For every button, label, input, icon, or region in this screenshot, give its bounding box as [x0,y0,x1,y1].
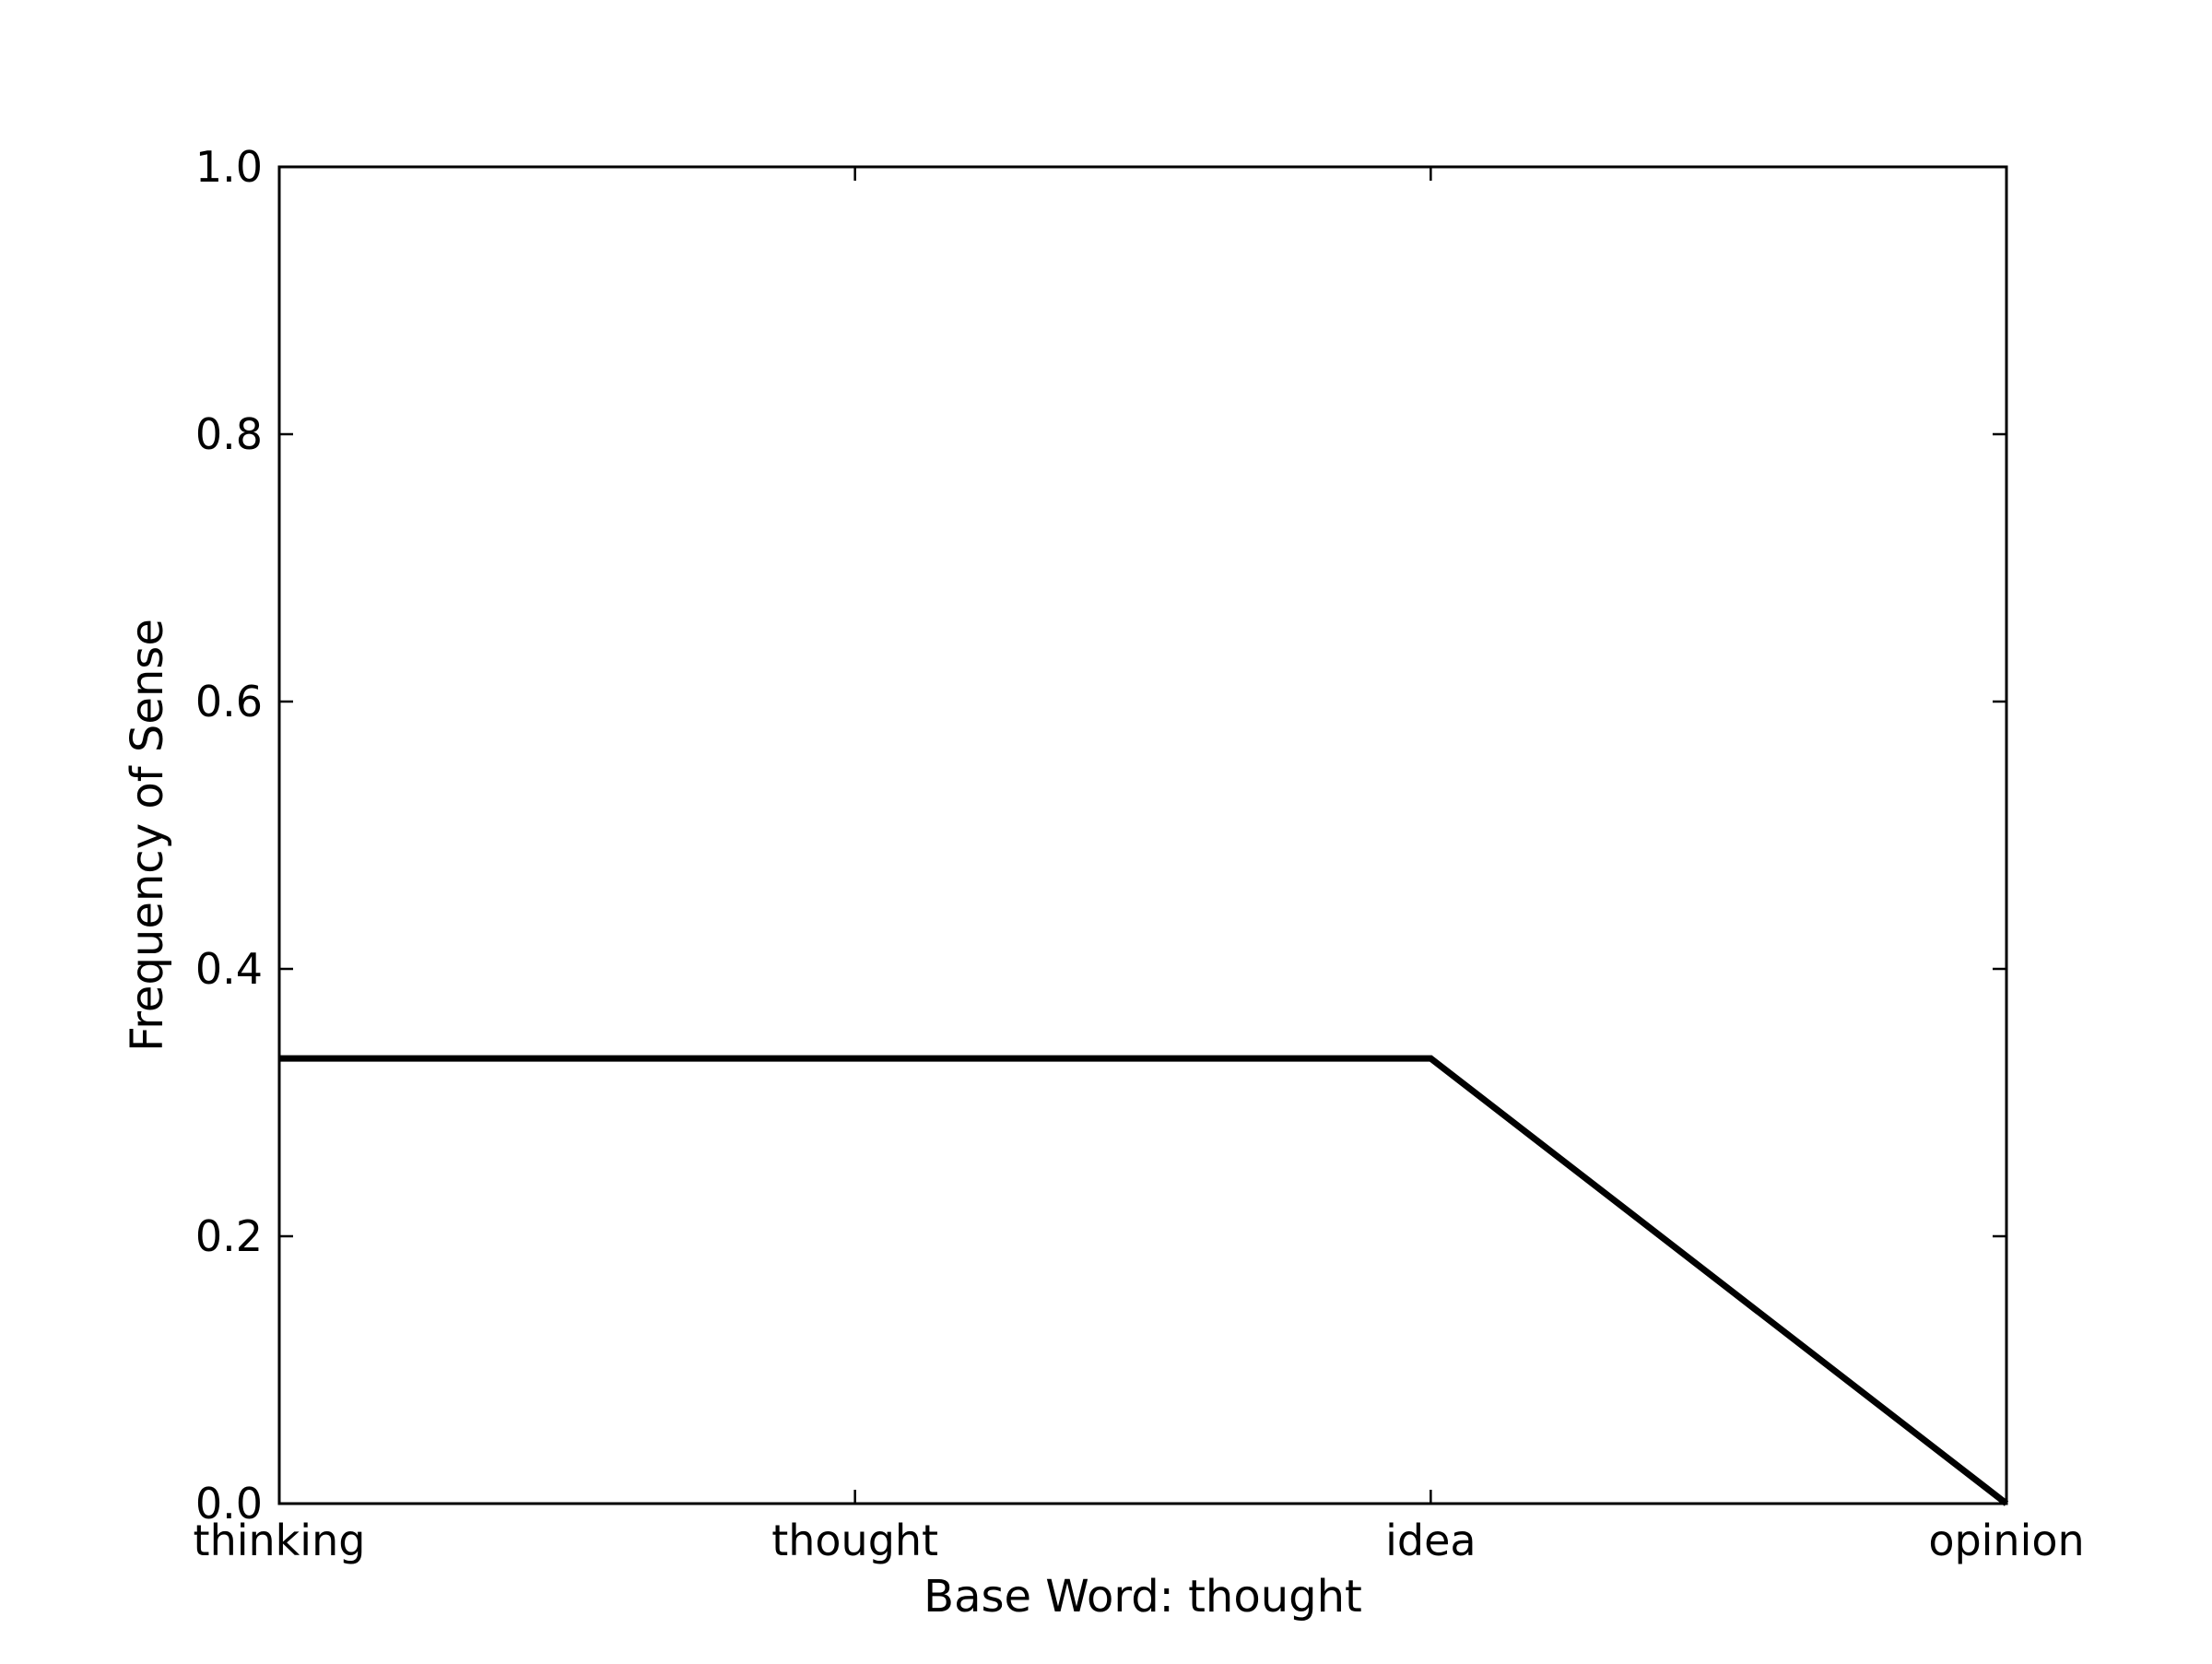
series-line-0 [279,1055,2009,1506]
series-layer [279,1055,2009,1506]
x-tick-label: thought [771,1516,938,1565]
x-tick-label: opinion [1928,1516,2084,1565]
x-axis-label: Base Word: thought [924,1571,1362,1623]
y-tick-label: 1.0 [195,142,263,192]
y-tick-label: 0.8 [195,409,263,459]
y-tick-label: 0.0 [195,1479,263,1528]
y-tick-label: 0.4 [195,944,263,994]
y-tick-label: 0.6 [195,677,263,726]
plot-frame [277,165,2008,1505]
y-tick-label: 0.2 [195,1211,263,1261]
x-tick-label: thinking [194,1516,366,1565]
labels-layer: 0.0 0.2 0.4 0.6 0.8 1.0 thinking thought idea opi… [194,142,2085,1565]
y-axis-label: Frequency of Sense [122,619,173,1052]
x-tick-label: idea [1385,1516,1476,1565]
